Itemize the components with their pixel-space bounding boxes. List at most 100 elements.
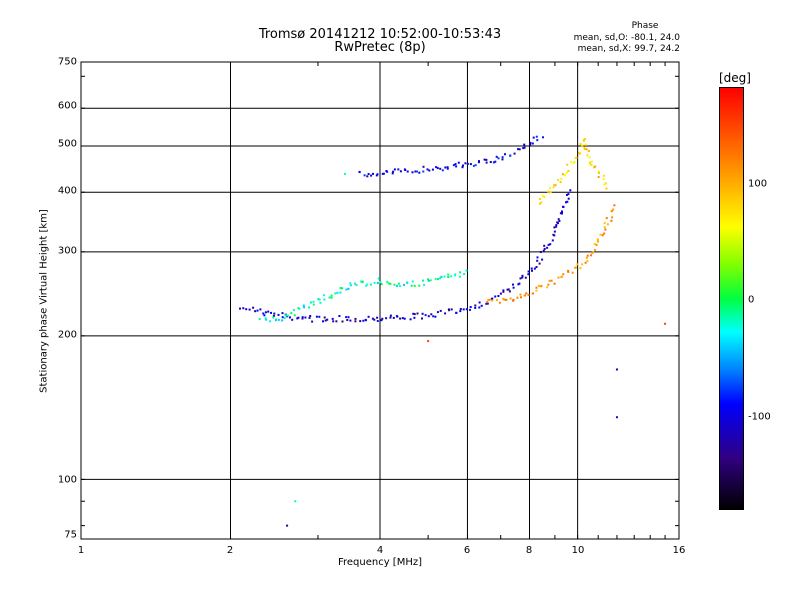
phase-stats-o: mean, sd,O: -80.1, 24.0 [573, 33, 680, 43]
echo-point [601, 234, 604, 237]
echo-point [593, 243, 596, 245]
echo-point [472, 164, 475, 167]
echo-point [513, 152, 516, 155]
echo-point [541, 258, 544, 261]
echo-point [556, 221, 559, 224]
plot-frame [80, 61, 680, 540]
echo-point [509, 297, 512, 300]
echo-point [339, 287, 342, 289]
echo-point [392, 316, 395, 319]
echo-point [603, 232, 606, 235]
echo-point [518, 148, 521, 151]
echo-point [416, 312, 419, 315]
echo-point [354, 282, 357, 285]
y-tick-label: 400 [57, 185, 77, 197]
echo-point [521, 274, 524, 277]
echo-point [553, 226, 556, 229]
chart-subtitle: RwPretec (8p) [334, 40, 426, 55]
echo-point [506, 288, 509, 291]
echo-point [539, 202, 542, 205]
echo-point [432, 315, 435, 318]
echo-point [561, 173, 564, 176]
echo-point [603, 226, 606, 229]
echo-point [365, 284, 368, 287]
echo-point [312, 300, 315, 303]
echo-point [474, 304, 477, 307]
echo-point [427, 279, 430, 282]
echo-point [461, 166, 464, 169]
echo-point [366, 283, 369, 286]
echo-point [343, 172, 346, 175]
echo-point [281, 319, 284, 322]
echo-point [497, 157, 500, 160]
echo-point [557, 218, 560, 221]
phase-stats-x: mean, sd,X: 99.7, 24.2 [577, 44, 680, 54]
echo-point [597, 176, 600, 178]
echo-point [599, 233, 602, 236]
echo-point [483, 158, 486, 161]
echo-point [413, 284, 416, 287]
echo-point [380, 283, 383, 286]
echo-point [345, 316, 348, 319]
echo-point [452, 164, 455, 167]
echo-point [604, 228, 607, 231]
echo-point [264, 317, 267, 320]
echo-point [376, 320, 379, 322]
echo-point [310, 301, 312, 304]
echo-point [439, 309, 442, 312]
echo-point [554, 184, 557, 187]
echo-point [309, 315, 312, 317]
echo-point [469, 308, 471, 311]
echo-point [380, 319, 383, 322]
echo-point [290, 312, 293, 315]
echo-point [611, 216, 614, 219]
echo-point [485, 302, 488, 305]
echo-point [565, 171, 568, 174]
echo-point [281, 312, 284, 315]
echo-point [437, 278, 439, 281]
echo-point [570, 161, 573, 164]
echo-point [421, 312, 424, 315]
echo-point [446, 167, 449, 170]
echo-point [664, 322, 667, 325]
echo-point [560, 177, 563, 180]
echo-point [317, 298, 320, 301]
echo-point [496, 299, 498, 302]
echo-point [262, 312, 265, 315]
echo-point [591, 251, 594, 254]
echo-point [597, 171, 600, 174]
echo-point [557, 179, 559, 181]
echo-point [427, 315, 430, 318]
echo-point [597, 240, 599, 243]
echo-point [359, 320, 362, 323]
echo-point [546, 286, 549, 289]
echo-point [615, 416, 618, 419]
x-tick-label: 16 [672, 545, 686, 556]
x-tick-label: 4 [376, 545, 384, 556]
colorbar-unit-label: [deg] [719, 71, 751, 85]
echo-point [336, 291, 339, 294]
echo-point [578, 152, 581, 155]
echo-point [459, 310, 462, 313]
echo-point [450, 308, 453, 311]
y-tick-label: 75 [64, 529, 77, 541]
echo-point [259, 308, 262, 311]
echo-point [530, 267, 533, 270]
echo-point [272, 316, 275, 319]
echo-point [354, 317, 357, 320]
echo-point [323, 316, 326, 319]
echo-point [519, 277, 522, 280]
echo-point [562, 273, 565, 276]
echo-point [487, 299, 490, 301]
echo-point [441, 169, 444, 172]
echo-point [562, 205, 565, 208]
echo-point [455, 311, 458, 314]
echo-point [602, 174, 605, 177]
echo-point [347, 287, 350, 290]
echo-point [605, 217, 608, 220]
echo-point [542, 136, 544, 139]
echo-point [512, 286, 515, 289]
echo-point [391, 172, 394, 175]
echo-point [401, 317, 404, 320]
echo-point [561, 212, 563, 215]
